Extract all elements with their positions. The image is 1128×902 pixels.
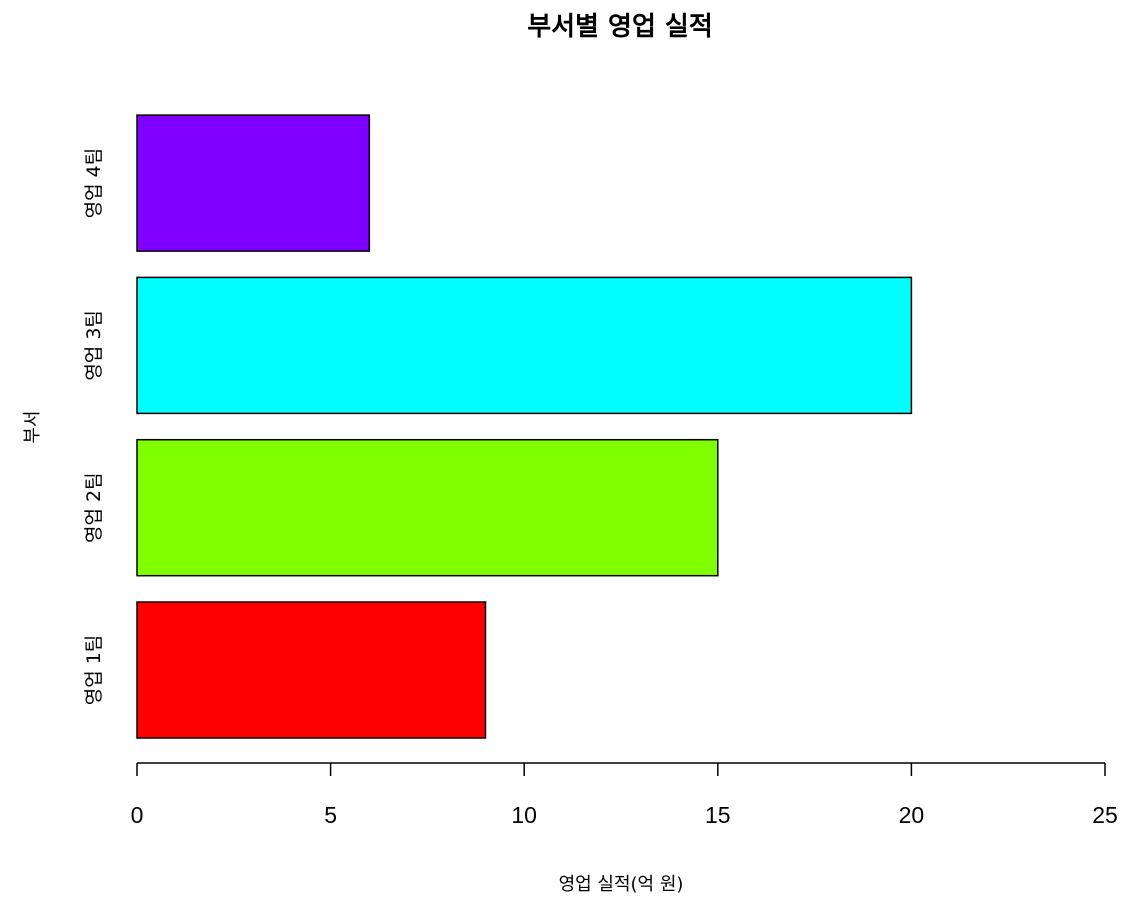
y-axis-title: 부서: [22, 410, 43, 443]
chart-title: 부서별 영업 실적: [527, 12, 713, 42]
category-label-3: 영업 3팀: [83, 310, 105, 381]
x-axis: 0 5 10 15 20 25: [131, 762, 1118, 828]
category-label-2: 영업 2팀: [83, 472, 105, 543]
x-tick-label-2: 10: [511, 802, 537, 828]
x-tick-label-5: 25: [1092, 802, 1118, 828]
bar-1: [136, 601, 487, 739]
x-tick-label-1: 5: [324, 802, 337, 828]
bars-group: [136, 114, 913, 739]
category-label-1: 영업 1팀: [83, 635, 105, 706]
category-labels: 영업 1팀 영업 2팀 영업 3팀 영업 4팀: [83, 148, 105, 705]
category-label-4: 영업 4팀: [83, 148, 105, 219]
bar-3: [136, 276, 913, 415]
x-tick-label-3: 15: [705, 802, 731, 828]
x-tick-label-0: 0: [131, 802, 144, 828]
x-tick-label-4: 20: [899, 802, 925, 828]
bar-4: [136, 114, 371, 252]
bar-2: [136, 438, 719, 577]
x-axis-title: 영업 실적(억 원): [559, 874, 684, 895]
